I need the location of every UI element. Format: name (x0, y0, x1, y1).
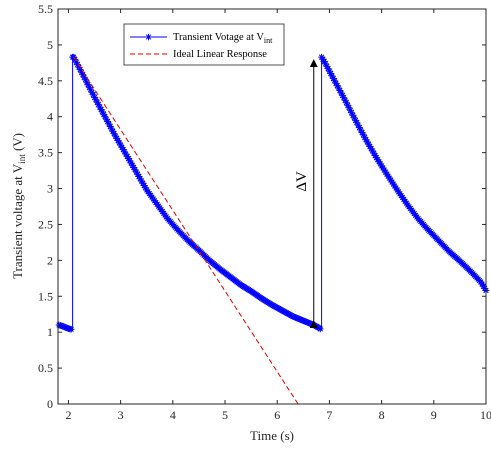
data-point (344, 101, 351, 109)
plot-area (58, 9, 486, 404)
y-tick-label: 0 (47, 397, 53, 411)
data-point (356, 124, 363, 131)
data-point (67, 326, 75, 333)
axes-layer: 2 3 4 5 6 7 8 9 10 0 0.5 1 1.5 2 2.5 3 3.5 4 4.5 5 5.5 (38, 2, 491, 422)
series-line-ideal (73, 56, 299, 405)
y-axis-label-sub: int (17, 154, 27, 164)
y-tick-label: 4.5 (38, 74, 53, 88)
data-point (112, 132, 119, 140)
y-tick-label: 5.5 (38, 2, 53, 16)
arrow-layer: ΔV (294, 59, 318, 329)
y-tick-label: 0.5 (38, 361, 53, 375)
data-point (145, 33, 152, 41)
series-layer (55, 53, 490, 405)
legend: Transient Votage at Vint Ideal Linear Res… (123, 23, 285, 66)
y-axis-label: Transient voltage at Vint (V) (10, 133, 27, 279)
y-tick-label: 2 (47, 253, 53, 267)
y-tick-label: 5 (47, 38, 53, 52)
legend-box (123, 23, 285, 66)
y-tick-label: 3.5 (38, 146, 53, 160)
data-point (333, 82, 341, 89)
y-tick-label: 4 (47, 110, 53, 124)
x-tick-label: 10 (480, 408, 491, 422)
x-tick-label: 4 (170, 408, 176, 422)
annotation-delta-v: ΔV (294, 171, 310, 192)
legend-label-transient-main: Transient Votage at V (173, 32, 264, 43)
x-tick-label: 7 (326, 408, 332, 422)
legend-label-transient-sub: int (264, 36, 273, 45)
x-tick-label: 6 (274, 408, 280, 422)
x-tick-label: 5 (222, 408, 228, 422)
y-tick-label: 3 (47, 182, 53, 196)
y-tick-label: 1 (47, 325, 53, 339)
x-tick-label: 3 (118, 408, 124, 422)
x-tick-label: 8 (379, 408, 385, 422)
legend-label-ideal: Ideal Linear Response (173, 49, 267, 60)
x-tick-label: 2 (65, 408, 71, 422)
data-point (100, 111, 107, 118)
x-tick-label: 9 (431, 408, 437, 422)
y-tick-label: 2.5 (38, 217, 53, 231)
legend-label-transient: Transient Votage at Vint (173, 32, 273, 45)
y-axis-label-unit: (V) (10, 133, 25, 154)
axes-box (57, 8, 487, 405)
y-axis-label-main: Transient voltage at V (10, 163, 25, 279)
y-tick-label: 1.5 (38, 289, 53, 303)
x-axis-label: Time (s) (250, 428, 294, 443)
data-point (316, 325, 324, 333)
